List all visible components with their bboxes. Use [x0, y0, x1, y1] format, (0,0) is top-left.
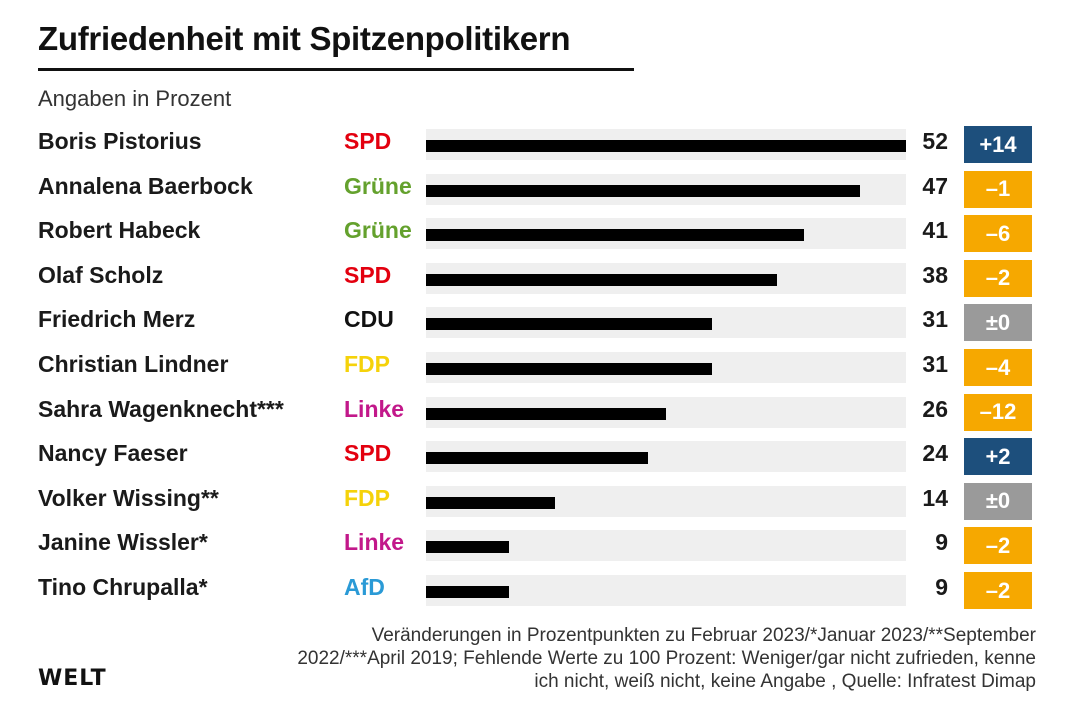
bar-row: Friedrich Merz CDU 31 ±0: [0, 300, 1078, 344]
party-label: CDU: [344, 306, 394, 333]
value-label: 47: [922, 172, 948, 199]
politician-name: Janine Wissler*: [38, 529, 208, 556]
bar: [426, 541, 510, 554]
bar-track: [426, 173, 906, 205]
party-label: Linke: [344, 395, 405, 422]
chart-title: Zufriedenheit mit Spitzenpolitikern: [38, 20, 571, 57]
change-badge: –4: [964, 349, 1032, 386]
party-label: SPD: [344, 128, 392, 154]
bar-track: [426, 218, 906, 250]
bar: [426, 363, 713, 375]
bar-row: Tino Chrupalla* AfD 9 –2: [0, 568, 1078, 612]
bar-row: Christian Lindner FDP 31 –4: [0, 345, 1078, 389]
chart-subtitle: Angaben in Prozent: [38, 86, 232, 111]
value-label: 9: [935, 529, 948, 556]
bar: [426, 586, 510, 598]
change-badge: –12: [964, 393, 1032, 431]
party-label: AfD: [344, 574, 385, 600]
bar-track: [426, 129, 906, 160]
party-label: Grüne: [344, 217, 412, 244]
party-label: Grüne: [344, 172, 412, 199]
bar-row: Boris Pistorius SPD 52 +14: [0, 122, 1078, 166]
footnote: Veränderungen in Prozentpunkten zu Febru…: [156, 624, 1036, 693]
value-label: 31: [922, 306, 948, 333]
bar-row: Sahra Wagenknecht*** Linke 26 –12: [0, 390, 1078, 434]
bar-row: Nancy Faeser SPD 24 +2: [0, 434, 1078, 478]
politician-name: Olaf Scholz: [38, 261, 164, 288]
party-label: FDP: [344, 351, 390, 377]
bar-row: Volker Wissing** FDP 14 ±0: [0, 479, 1078, 523]
change-badge: ±0: [964, 482, 1032, 520]
value-label: 52: [922, 128, 948, 154]
change-badge: –2: [964, 259, 1032, 297]
politician-name: Sahra Wagenknecht***: [38, 395, 284, 422]
footnote-line: ich nicht, weiß nicht, keine Angabe , Qu…: [534, 671, 1036, 692]
value-label: 26: [922, 395, 948, 422]
value-label: 9: [935, 574, 948, 600]
bar-track: [426, 441, 906, 473]
bar: [426, 496, 556, 509]
title-underline: [38, 68, 634, 71]
party-label: SPD: [344, 440, 392, 467]
change-badge: +14: [964, 126, 1032, 163]
bar: [426, 273, 777, 286]
politician-name: Nancy Faeser: [38, 440, 188, 467]
bar-track: [426, 530, 906, 562]
bar: [426, 184, 860, 197]
bar-row: Olaf Scholz SPD 38 –2: [0, 256, 1078, 300]
bar-track: [426, 307, 906, 339]
bar-row: Janine Wissler* Linke 9 –2: [0, 523, 1078, 567]
value-label: 24: [922, 440, 948, 467]
change-badge: –2: [964, 572, 1032, 609]
bar-row: Robert Habeck Grüne 41 –6: [0, 211, 1078, 255]
bar: [426, 140, 906, 152]
politician-name: Boris Pistorius: [38, 128, 202, 154]
bar: [426, 318, 713, 331]
change-badge: –6: [964, 215, 1032, 253]
welt-logo: WELT: [38, 666, 107, 691]
bar: [426, 452, 648, 465]
politician-name: Annalena Baerbock: [38, 172, 253, 199]
party-label: FDP: [344, 484, 390, 511]
change-badge: +2: [964, 438, 1032, 476]
footnote-line: Veränderungen in Prozentpunkten zu Febru…: [371, 625, 1036, 646]
change-badge: –2: [964, 527, 1032, 565]
bar-track: [426, 485, 906, 517]
bar-track: [426, 396, 906, 428]
footnote-line: 2022/***April 2019; Fehlende Werte zu 10…: [297, 648, 1036, 669]
bar: [426, 229, 805, 242]
change-badge: ±0: [964, 304, 1032, 342]
bar-row: Annalena Baerbock Grüne 47 –1: [0, 167, 1078, 211]
value-label: 31: [922, 351, 948, 377]
value-label: 38: [922, 261, 948, 288]
value-label: 41: [922, 217, 948, 244]
bar: [426, 407, 666, 420]
party-label: Linke: [344, 529, 405, 556]
politician-name: Robert Habeck: [38, 217, 201, 244]
value-label: 14: [922, 484, 948, 511]
politician-name: Volker Wissing**: [38, 484, 219, 511]
politician-name: Tino Chrupalla*: [38, 574, 208, 600]
politician-name: Christian Lindner: [38, 351, 229, 377]
change-badge: –1: [964, 170, 1032, 208]
bar-track: [426, 352, 906, 383]
party-label: SPD: [344, 261, 392, 288]
bar-track: [426, 262, 906, 294]
bar-track: [426, 575, 906, 606]
politician-name: Friedrich Merz: [38, 306, 196, 333]
